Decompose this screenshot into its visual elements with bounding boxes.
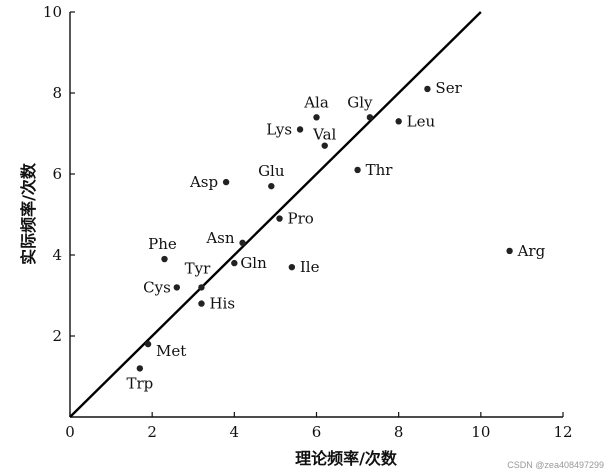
data-point-met — [144, 340, 152, 348]
point-label-glu: Glu — [258, 162, 285, 180]
point-label-pro: Pro — [288, 210, 314, 228]
point-label-thr: Thr — [366, 161, 394, 179]
point-label-cys: Cys — [143, 278, 171, 296]
x-axis-title: 理论频率/次数 — [295, 449, 398, 468]
data-point-cys — [173, 284, 181, 291]
point-label-ile: Ile — [300, 258, 320, 276]
point-label-gly: Gly — [347, 93, 373, 111]
point-label-asn: Asn — [205, 229, 235, 247]
y-tick-label: 2 — [52, 327, 62, 345]
data-point-his — [198, 300, 205, 307]
data-point-tyr — [198, 284, 205, 291]
y-tick-label: 10 — [43, 3, 62, 21]
data-point-ile — [288, 263, 296, 271]
data-point-asp — [222, 178, 230, 186]
data-point-val — [321, 142, 328, 149]
data-point-phe — [161, 255, 168, 263]
data-point-arg — [506, 247, 513, 255]
x-tick-label: 10 — [471, 423, 490, 441]
x-tick-label: 0 — [65, 423, 75, 441]
point-label-ala: Ala — [303, 93, 329, 111]
point-label-ser: Ser — [435, 79, 462, 97]
diagonal-line — [69, 11, 482, 418]
point-label-trp: Trp — [126, 374, 153, 392]
point-label-gln: Gln — [240, 254, 267, 272]
data-point-lys — [296, 126, 304, 133]
point-label-leu: Leu — [407, 112, 436, 130]
data-point-asn — [239, 239, 246, 247]
x-tick-label: 4 — [230, 423, 240, 441]
reference-line — [69, 11, 482, 418]
data-point-leu — [395, 118, 402, 125]
x-tick-label: 2 — [147, 423, 157, 441]
data-point-trp — [136, 365, 144, 372]
data-point-gln — [231, 259, 238, 267]
data-point-thr — [354, 166, 361, 174]
point-label-lys: Lys — [266, 120, 292, 138]
x-tick-label: 12 — [553, 423, 572, 441]
watermark: CSDN @zea408497299 — [507, 460, 604, 470]
y-axis-title: 实际频率/次数 — [19, 162, 38, 265]
point-label-val: Val — [312, 126, 336, 144]
axes: 0 2 4 6 8 10 12 2 4 6 8 10 — [43, 3, 573, 441]
point-label-arg: Arg — [517, 242, 546, 260]
point-label-tyr: Tyr — [185, 259, 211, 277]
data-point-gly — [366, 114, 374, 121]
data-points: Ser Ala Gly Lys Val Leu Asp Glu Thr Pro Asn Phe Tyr G… — [126, 79, 545, 392]
point-label-phe: Phe — [148, 235, 177, 253]
y-tick-label: 4 — [52, 246, 62, 264]
point-label-asp: Asp — [189, 173, 218, 191]
data-point-ser — [424, 85, 431, 93]
data-point-ala — [313, 114, 320, 121]
data-point-pro — [276, 215, 283, 222]
data-point-glu — [268, 182, 275, 190]
y-tick-label: 8 — [52, 84, 62, 102]
y-tick-label: 6 — [52, 165, 62, 183]
x-tick-label: 8 — [394, 423, 404, 441]
x-tick-label: 6 — [312, 423, 322, 441]
point-label-met: Met — [156, 342, 186, 360]
point-label-his: His — [209, 295, 235, 313]
